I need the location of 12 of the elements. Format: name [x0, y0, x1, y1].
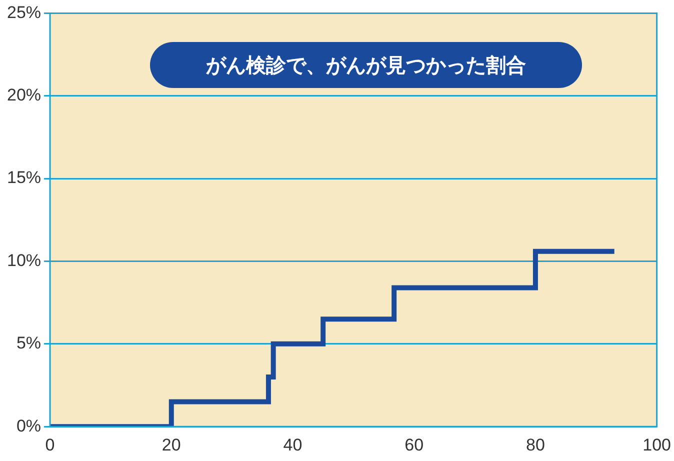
x-tick-label: 40: [283, 435, 302, 454]
y-tick-label: 5%: [16, 334, 42, 353]
x-tick-label: 0: [45, 435, 55, 454]
x-tick-label: 60: [404, 435, 424, 454]
x-tick-label: 80: [526, 435, 545, 454]
y-tick-label: 25%: [6, 2, 42, 22]
y-tick-label: 10%: [6, 250, 42, 270]
y-tick-label: 0%: [16, 416, 42, 436]
y-tick-label: 15%: [6, 168, 42, 188]
x-tick-label: 100: [642, 435, 672, 454]
y-tick-label: 20%: [6, 86, 42, 105]
x-tick-label: 20: [162, 435, 181, 454]
